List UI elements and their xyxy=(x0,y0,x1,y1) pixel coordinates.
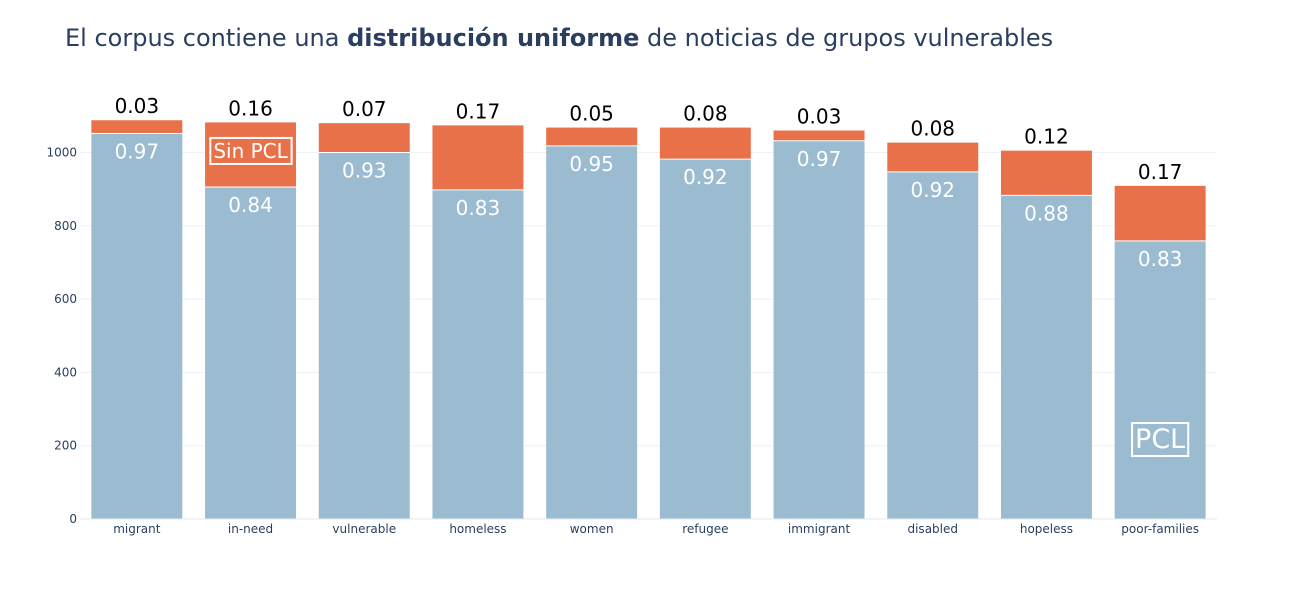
pcl-label-poor-families: 0.17 xyxy=(1138,160,1183,184)
title-bold: distribución uniforme xyxy=(347,24,640,52)
bar-pcl-disabled xyxy=(887,142,979,172)
pcl-label-migrant: 0.03 xyxy=(115,94,160,118)
chart-title: El corpus contiene una distribución unif… xyxy=(65,24,1053,52)
x-tick-label-hopeless: hopeless xyxy=(1020,522,1073,536)
bar-sin-pcl-immigrant xyxy=(773,140,865,519)
sin-pcl-label-immigrant: 0.97 xyxy=(797,147,842,171)
annotation-pcl: PCL xyxy=(1135,424,1185,455)
bar-pcl-vulnerable xyxy=(318,123,410,153)
bar-pcl-homeless xyxy=(432,125,524,190)
annotation-box xyxy=(209,136,293,165)
bar-sin-pcl-refugee xyxy=(659,159,751,520)
bar-sin-pcl-disabled xyxy=(887,171,979,519)
pcl-label-immigrant: 0.03 xyxy=(797,105,842,129)
bar-sin-pcl-hopeless xyxy=(1000,195,1092,519)
y-tick-label: 0 xyxy=(69,512,77,526)
pcl-label-homeless: 0.17 xyxy=(456,99,501,123)
bar-sin-pcl-vulnerable xyxy=(318,152,410,519)
axes: 0 200 400 600 800 1000 migrant in-need vulnerabl… xyxy=(46,146,1217,536)
annotation-box xyxy=(1131,422,1190,457)
bar-sin-pcl-migrant xyxy=(91,133,183,519)
bar-sin-pcl-poor-families xyxy=(1114,240,1206,519)
sin-pcl-label-women: 0.95 xyxy=(569,152,614,176)
pcl-label-vulnerable: 0.07 xyxy=(342,97,387,121)
pcl-label-disabled: 0.08 xyxy=(910,117,955,141)
x-tick-label-in-need: in-need xyxy=(228,522,273,536)
pcl-label-hopeless: 0.12 xyxy=(1024,125,1069,149)
x-tick-label-poor-families: poor-families xyxy=(1121,522,1199,536)
pcl-label-women: 0.05 xyxy=(569,102,614,126)
y-tick-label: 1000 xyxy=(46,146,77,160)
sin-pcl-label-disabled: 0.92 xyxy=(910,178,955,202)
bar-pcl-hopeless xyxy=(1000,150,1092,196)
data-labels: 0.03 0.97 0.16 0.84 0.07 0.93 0.17 0.83 0.05 0.95… xyxy=(115,94,1183,271)
annotation-sin-pcl: Sin PCL xyxy=(213,139,288,163)
bar-sin-pcl-women xyxy=(546,145,638,519)
y-tick-label: 600 xyxy=(54,292,77,306)
pcl-label-in-need: 0.16 xyxy=(228,96,273,120)
annotations: Sin PCL PCL xyxy=(209,136,1190,457)
x-tick-label-disabled: disabled xyxy=(907,522,958,536)
y-tick-label: 800 xyxy=(54,219,77,233)
sin-pcl-label-homeless: 0.83 xyxy=(456,196,501,220)
pcl-label-refugee: 0.08 xyxy=(683,102,728,126)
bar-pcl-immigrant xyxy=(773,130,865,141)
sin-pcl-label-in-need: 0.84 xyxy=(228,193,273,217)
bar-pcl-poor-families xyxy=(1114,185,1206,241)
x-tick-label-migrant: migrant xyxy=(113,522,161,536)
bar-sin-pcl-in-need xyxy=(205,186,297,520)
bar-sin-pcl-homeless xyxy=(432,189,524,519)
title-prefix: El corpus contiene una xyxy=(65,24,348,52)
sin-pcl-label-hopeless: 0.88 xyxy=(1024,201,1069,225)
y-tick-label: 200 xyxy=(54,439,77,453)
title-suffix: de noticias de grupos vulnerables xyxy=(639,24,1054,52)
y-tick-label: 400 xyxy=(54,365,77,379)
sin-pcl-label-refugee: 0.92 xyxy=(683,165,728,189)
x-tick-label-refugee: refugee xyxy=(682,522,728,536)
sin-pcl-label-poor-families: 0.83 xyxy=(1138,247,1183,271)
x-tick-label-homeless: homeless xyxy=(449,522,506,536)
sin-pcl-label-migrant: 0.97 xyxy=(115,139,160,163)
bar-pcl-women xyxy=(546,127,638,146)
sin-pcl-label-vulnerable: 0.93 xyxy=(342,159,387,183)
x-tick-label-immigrant: immigrant xyxy=(788,522,851,536)
x-tick-label-women: women xyxy=(570,522,614,536)
bars xyxy=(91,120,1206,520)
bar-pcl-in-need xyxy=(205,122,297,187)
x-tick-label-vulnerable: vulnerable xyxy=(332,522,396,536)
bar-pcl-migrant xyxy=(91,120,183,134)
bar-pcl-refugee xyxy=(659,127,751,160)
